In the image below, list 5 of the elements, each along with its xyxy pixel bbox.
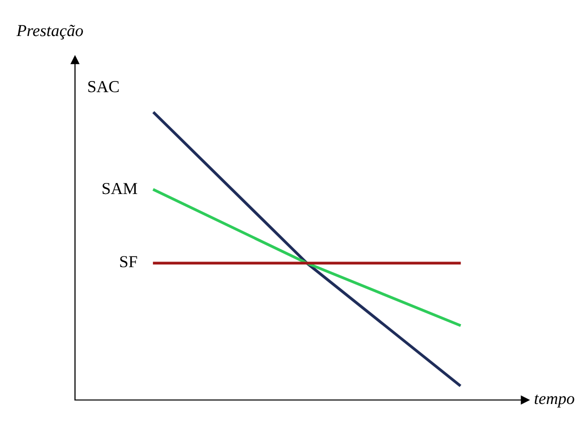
x-axis-title: tempo: [534, 394, 574, 408]
text: SAC: [88, 81, 119, 92]
series-label: SAM: [102, 182, 138, 194]
series-label: SF: [120, 256, 138, 268]
y-axis-title: Prestação: [16, 24, 83, 40]
